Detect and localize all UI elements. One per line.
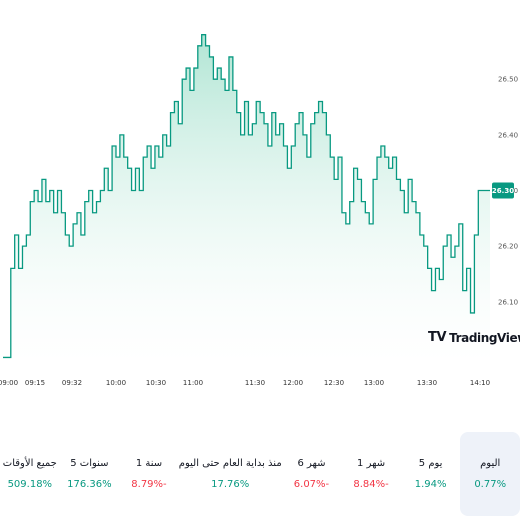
period-label: اليوم	[480, 458, 501, 469]
period-today[interactable]: اليوم 0.77%	[460, 432, 520, 516]
period-label: 1 شهر	[357, 458, 386, 469]
last-price-tag: 26.30	[492, 182, 514, 199]
period-label: جميع الأوقات	[2, 458, 57, 469]
y-tick-label: 26.40	[498, 131, 518, 139]
price-area-fill	[3, 34, 490, 364]
x-tick-label: 12:30	[324, 379, 344, 387]
x-tick-label: 09:15	[25, 379, 45, 387]
x-tick-label: 10:00	[106, 379, 126, 387]
tradingview-logo-icon: TV	[428, 330, 447, 345]
period-label: 1 سنة	[135, 458, 163, 469]
period-label: 5 يوم	[418, 458, 443, 469]
x-tick-label: 09:00	[0, 379, 18, 387]
period-6-month[interactable]: 6 شهر 6.07%-	[282, 432, 342, 516]
y-tick-label: 26.20	[498, 243, 518, 251]
period-label: 6 شهر	[297, 458, 326, 469]
period-change: 8.84%-	[353, 479, 389, 490]
y-tick-label: 26.50	[498, 76, 518, 84]
period-1-year[interactable]: 1 سنة 8.79%-	[119, 432, 179, 516]
y-tick-label: 26.10	[498, 298, 518, 306]
x-tick-label: 12:00	[283, 379, 303, 387]
price-line	[3, 34, 490, 359]
x-tick-label: 13:30	[417, 379, 437, 387]
x-tick-label: 13:00	[364, 379, 384, 387]
period-5-day[interactable]: 5 يوم 1.94%	[401, 432, 461, 516]
period-label: منذ بداية العام حتى اليوم	[178, 458, 282, 469]
x-tick-label: 14:10	[470, 379, 490, 387]
period-change: 1.94%	[414, 479, 447, 490]
performance-periods: اليوم 0.77% 5 يوم 1.94% 1 شهر 8.84%- 6 ش…	[0, 432, 520, 520]
period-change: 8.79%-	[131, 479, 167, 490]
x-tick-label: 11:30	[245, 379, 265, 387]
x-tick-label: 09:32	[62, 379, 82, 387]
period-change: 17.76%	[211, 479, 250, 490]
last-price-label: 26.30	[492, 187, 514, 195]
period-ytd[interactable]: منذ بداية العام حتى اليوم 17.76%	[179, 432, 282, 516]
period-1-month[interactable]: 1 شهر 8.84%-	[341, 432, 401, 516]
price-chart[interactable]: 26.10 26.20 26.30 26.40 26.50 09:00 09:15 09:3…	[0, 0, 520, 432]
x-tick-label: 11:00	[183, 379, 203, 387]
x-tick-label: 10:30	[146, 379, 166, 387]
period-change: 0.77%	[474, 479, 507, 490]
period-all-time[interactable]: جميع الأوقات 509.18%	[0, 432, 60, 516]
period-change: 176.36%	[67, 479, 112, 490]
period-5-years[interactable]: 5 سنوات 176.36%	[60, 432, 120, 516]
period-label: 5 سنوات	[70, 458, 109, 469]
period-change: 6.07%-	[293, 479, 330, 490]
period-change: 509.18%	[7, 479, 53, 490]
tradingview-wordmark: TradingView	[449, 330, 520, 345]
tradingview-watermark[interactable]: TV TradingView	[428, 330, 520, 345]
